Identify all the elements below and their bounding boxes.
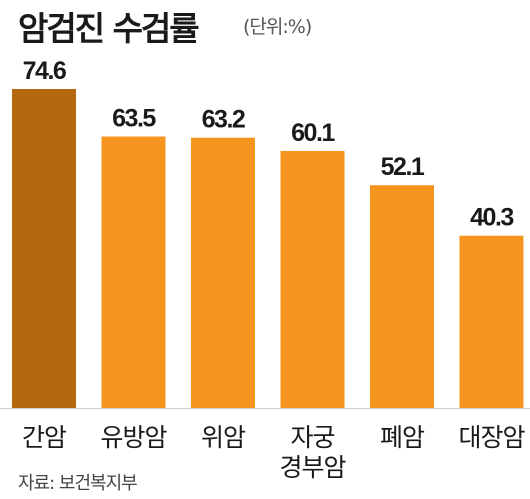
source-note: 자료: 보건복지부 xyxy=(18,473,138,494)
unit-label: (단위:%) xyxy=(243,16,312,38)
category-label-3-line-1: 경부암 xyxy=(279,453,346,482)
value-label-5: 40.3 xyxy=(470,204,513,232)
category-label-2: 위암 xyxy=(201,423,246,452)
category-label-0: 간암 xyxy=(22,423,67,452)
category-label-1: 유방암 xyxy=(100,423,167,452)
bar-4 xyxy=(370,185,434,408)
value-label-4: 52.1 xyxy=(381,153,425,181)
category-label-5: 대장암 xyxy=(458,423,525,452)
value-label-3: 60.1 xyxy=(291,119,335,147)
category-label-3: 자궁 xyxy=(290,423,334,452)
bar-5 xyxy=(459,235,524,408)
bar-3 xyxy=(280,151,345,408)
category-label-4: 폐암 xyxy=(380,423,425,452)
value-label-0: 74.6 xyxy=(23,57,66,85)
value-label-1: 63.5 xyxy=(112,105,156,133)
bar-2 xyxy=(191,137,255,408)
bar-1 xyxy=(101,136,166,408)
value-label-2: 63.2 xyxy=(202,106,245,134)
bar-0 xyxy=(12,89,76,408)
chart-title: 암검진 수검률 xyxy=(18,9,200,48)
